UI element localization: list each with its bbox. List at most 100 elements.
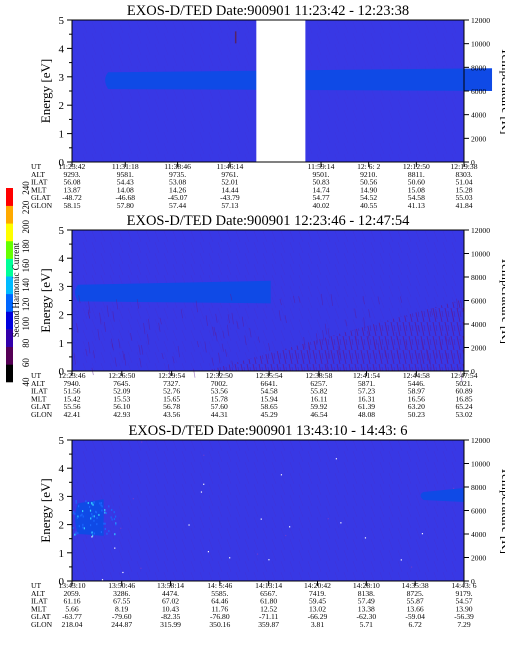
table-cell: 55.56	[63, 402, 80, 411]
table-cell: 10.43	[162, 604, 179, 613]
heatmap-noise-streak	[231, 360, 234, 368]
heatmap-noise-streak	[118, 338, 121, 349]
y2-tick-label: 0	[471, 367, 475, 376]
table-cell: 50.60	[408, 178, 425, 187]
heatmap-cell	[90, 517, 92, 520]
heatmap-speck	[410, 566, 413, 568]
heatmap-noise-streak	[367, 331, 370, 339]
table-cell: 42.93	[113, 410, 130, 419]
table-cell: 13.90	[455, 604, 472, 613]
table-cell: 14:28:10	[353, 581, 380, 590]
y-tick-label: 2	[59, 100, 65, 112]
heatmap-noise-streak	[78, 295, 81, 304]
y2-tick-label: 8000	[471, 63, 486, 72]
heatmap-noise-streak	[324, 323, 327, 335]
y-axis-label: Energy [eV]	[38, 59, 53, 123]
y-tick-label: 2	[59, 520, 65, 532]
heatmap-noise-streak	[249, 327, 252, 338]
y2-axis-label: Temperature [K]	[499, 257, 505, 344]
heatmap-noise-streak	[419, 352, 422, 364]
heatmap-noise-streak	[180, 309, 183, 319]
y-tick-label: 3	[59, 491, 65, 503]
heatmap-noise-streak	[448, 337, 451, 345]
table-cell: 59.45	[309, 597, 326, 606]
heatmap-noise-streak	[320, 293, 324, 306]
y2-tick-label: 4000	[471, 530, 486, 539]
heatmap-noise-streak	[354, 328, 357, 341]
table-cell: 40.55	[360, 201, 377, 210]
colorbar-tick-label: 120	[21, 297, 31, 311]
heatmap-noise-streak	[111, 343, 114, 351]
heatmap-cell	[110, 516, 112, 519]
heatmap-cell	[106, 532, 108, 535]
table-row-label: GLON	[31, 201, 53, 210]
heatmap-cell	[87, 502, 89, 505]
heatmap-cell	[100, 502, 102, 505]
table-cell: 3.81	[311, 620, 324, 629]
table-cell: 8303.	[455, 170, 472, 179]
table-cell: 7002.	[211, 379, 228, 388]
heatmap-noise-streak	[211, 357, 214, 366]
table-cell: 5446.	[408, 379, 425, 388]
heatmap-speck	[327, 518, 329, 520]
heatmap-noise-streak	[147, 334, 150, 345]
heatmap-noise-streak	[460, 370, 463, 383]
heatmap-noise-streak	[257, 336, 260, 343]
table-cell: 11:31:18	[112, 162, 139, 171]
heatmap-noise-streak	[373, 342, 376, 350]
table-row-label: GLON	[31, 410, 53, 419]
table-cell: 65.24	[455, 402, 472, 411]
table-row-label: GLAT	[31, 402, 51, 411]
heatmap-cell	[93, 501, 95, 504]
table-cell: 61.80	[260, 597, 277, 606]
heatmap-speck	[188, 524, 190, 526]
heatmap-speck	[335, 458, 337, 460]
heatmap-noise-streak	[322, 330, 325, 341]
colorbar-block	[6, 311, 13, 330]
table-cell: 11.76	[211, 604, 228, 613]
heatmap-speck	[140, 567, 142, 569]
heatmap-noise-streak	[396, 347, 399, 359]
heatmap-speck	[203, 483, 205, 485]
table-cell: 14: 5:46	[207, 581, 232, 590]
table-cell: 55.87	[407, 597, 424, 606]
table-cell: 54.58	[261, 387, 278, 396]
table-cell: 15.42	[63, 394, 80, 403]
heatmap-cell	[91, 531, 93, 534]
table-cell: 67.55	[113, 597, 130, 606]
y-tick-label: 0	[59, 576, 65, 588]
y-tick-label: 0	[59, 157, 65, 169]
heatmap-cell	[100, 531, 102, 534]
heatmap-speck	[285, 534, 287, 537]
table-cell: 56.08	[63, 178, 80, 187]
heatmap-cell	[95, 510, 97, 513]
table-cell: -76.80	[210, 612, 230, 621]
heatmap-cell	[91, 534, 94, 537]
table-cell: 5.66	[65, 604, 78, 613]
heatmap-noise-streak	[445, 333, 448, 342]
heatmap-noise-streak	[227, 314, 230, 324]
heatmap-speck	[203, 454, 205, 456]
colorbar-tick-label: 40	[21, 377, 31, 387]
heatmap-speck	[122, 571, 124, 574]
table-cell: 67.02	[162, 597, 179, 606]
heatmap-noise-streak	[399, 296, 403, 303]
heatmap-noise-streak	[446, 352, 449, 364]
table-cell: 15.08	[408, 185, 425, 194]
y-tick-label: 4	[59, 463, 65, 475]
panel-3: EXOS-D/TED Date:900901 13:43:10 - 14:43:…	[31, 423, 505, 629]
heatmap-cell	[113, 511, 115, 514]
heatmap-noise-streak	[130, 332, 133, 341]
y2-tick-label: 12000	[471, 436, 490, 445]
heatmap-noise-streak	[451, 311, 455, 323]
table-cell: 14.44	[221, 185, 238, 194]
y2-tick-label: 0	[471, 158, 475, 167]
heatmap-cell	[82, 523, 84, 526]
table-cell: 59.92	[310, 402, 327, 411]
colorbar-block	[6, 293, 13, 312]
table-row-label: ALT	[31, 170, 45, 179]
y2-tick-label: 6000	[471, 507, 486, 516]
panel-2: EXOS-D/TED Date:900901 12:23:46 - 12:47:…	[31, 213, 505, 419]
y2-tick-label: 6000	[471, 87, 486, 96]
